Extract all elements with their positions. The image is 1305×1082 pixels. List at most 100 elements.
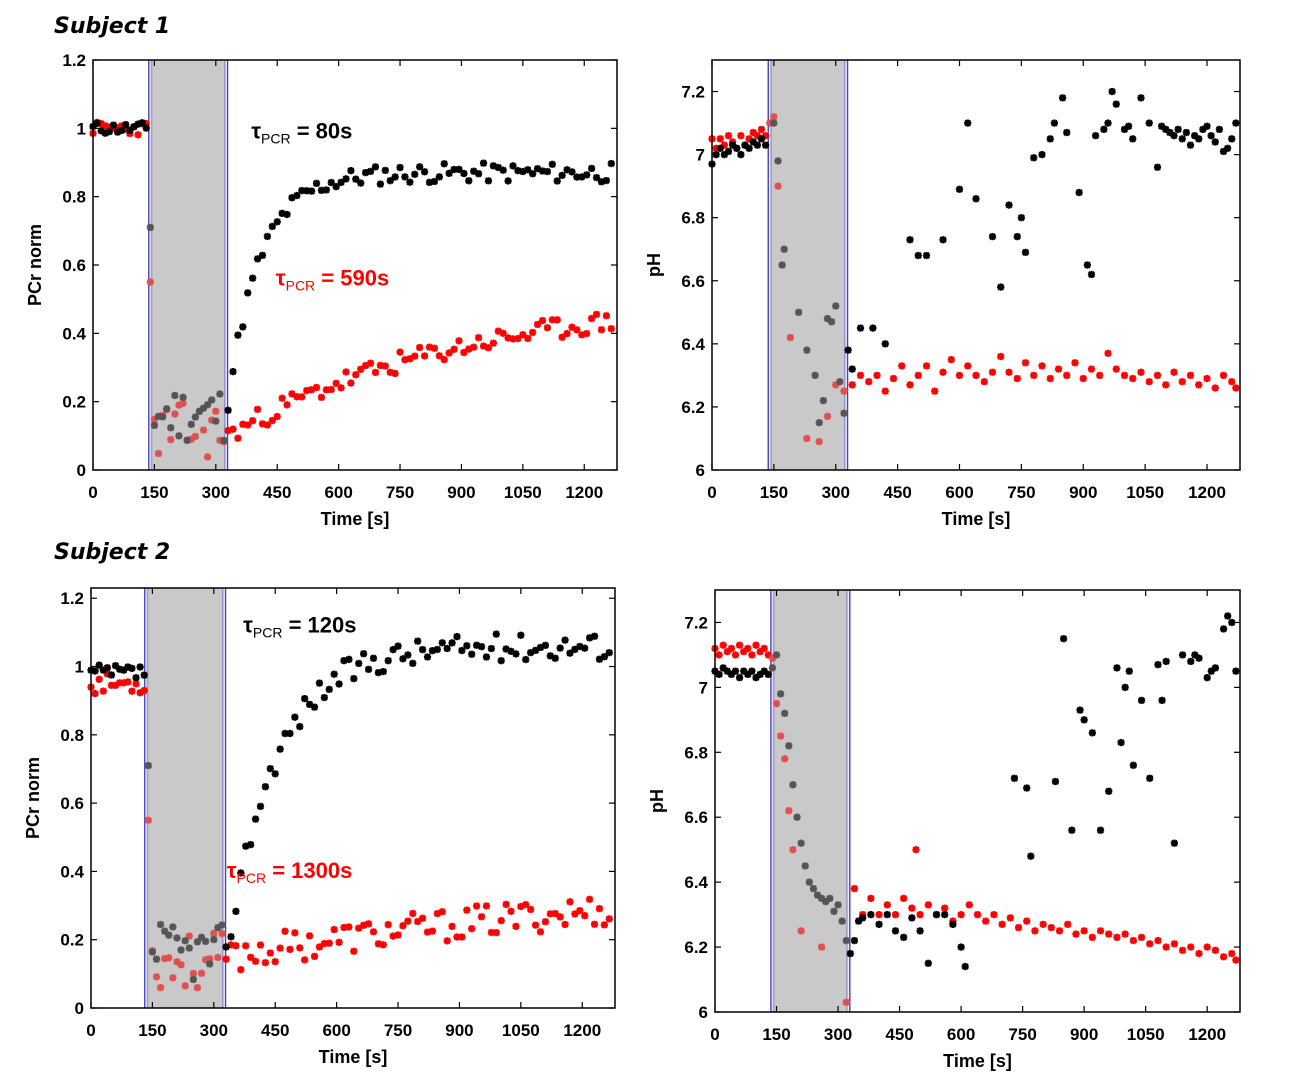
black-point	[762, 141, 770, 149]
y-tick-label: 0.4	[62, 324, 86, 343]
black-point	[171, 391, 179, 400]
black-point	[165, 931, 173, 939]
black-point	[202, 937, 210, 945]
black-point	[529, 170, 537, 178]
black-point	[161, 927, 169, 935]
black-point	[146, 223, 154, 232]
red-point	[509, 335, 517, 343]
red-point	[124, 678, 132, 686]
y-tick-label: 6.6	[681, 272, 705, 291]
black-point	[91, 667, 99, 675]
black-point	[563, 166, 571, 174]
red-point	[556, 913, 564, 921]
red-point	[1211, 946, 1219, 954]
black-point	[795, 308, 803, 316]
y-tick-label: 7	[699, 678, 708, 697]
black-point	[107, 671, 116, 679]
black-point	[1215, 125, 1223, 133]
black-point	[797, 839, 805, 847]
black-point	[138, 119, 146, 127]
red-point	[1113, 933, 1121, 941]
black-point	[332, 183, 340, 191]
red-point	[840, 387, 848, 395]
black-point	[774, 157, 782, 165]
red-point	[206, 955, 214, 963]
x-tick-label: 900	[447, 483, 475, 502]
red-point	[719, 641, 727, 649]
red-point	[731, 651, 740, 659]
red-point	[148, 947, 157, 955]
red-point	[740, 648, 748, 656]
x-tick-label: 900	[445, 1021, 473, 1040]
x-tick-label: 0	[88, 483, 97, 502]
red-point	[460, 348, 468, 357]
black-point	[813, 891, 822, 899]
black-point	[823, 315, 832, 323]
black-point	[531, 646, 540, 655]
y-tick-label: 6	[699, 1003, 708, 1022]
red-point	[708, 135, 716, 143]
y-tick-label: 6	[696, 461, 705, 480]
black-point	[185, 944, 193, 952]
black-point	[592, 174, 601, 182]
red-point	[748, 651, 756, 659]
red-point	[391, 369, 399, 378]
red-point	[881, 387, 889, 395]
red-point	[1031, 927, 1039, 935]
black-point	[854, 917, 863, 925]
black-point	[1232, 119, 1240, 127]
black-point	[536, 643, 545, 652]
black-point	[1162, 125, 1170, 133]
red-point	[394, 931, 402, 939]
red-point	[423, 928, 432, 936]
black-point	[576, 642, 584, 651]
red-point	[533, 320, 542, 329]
black-point	[448, 639, 456, 647]
black-point	[1195, 654, 1203, 662]
red-point	[592, 310, 601, 318]
black-point	[118, 126, 126, 135]
red-point	[97, 120, 105, 128]
x-tick-label: 0	[86, 1021, 95, 1040]
black-point	[848, 365, 856, 373]
red-point	[1154, 936, 1162, 945]
black-point	[163, 405, 171, 413]
red-point	[433, 909, 441, 918]
red-point	[142, 120, 150, 128]
red-point	[955, 371, 964, 379]
black-point	[939, 236, 947, 244]
red-point	[183, 436, 191, 444]
black-point	[1219, 147, 1228, 156]
x-axis-label: Time [s]	[319, 1047, 388, 1067]
black-point	[93, 119, 101, 127]
black-point	[1113, 664, 1121, 672]
red-point	[859, 911, 867, 919]
plot-frame	[714, 589, 1241, 1013]
black-point	[384, 657, 392, 665]
red-point	[932, 911, 941, 919]
red-point	[1064, 920, 1072, 928]
black-point	[729, 141, 737, 149]
black-point	[1120, 125, 1129, 133]
red-point	[455, 337, 463, 345]
red-point	[538, 316, 547, 325]
black-point	[113, 128, 122, 136]
black-point	[1088, 729, 1096, 737]
black-point	[479, 159, 488, 167]
black-point	[242, 842, 250, 850]
red-point	[712, 144, 720, 152]
black-point	[551, 654, 559, 662]
red-point	[389, 932, 397, 940]
red-point	[727, 644, 736, 653]
red-point	[998, 920, 1006, 928]
red-point	[276, 944, 284, 952]
black-point	[191, 413, 199, 421]
red-point	[507, 907, 515, 915]
red-point	[120, 679, 128, 687]
x-tick-label: 750	[1008, 1025, 1036, 1044]
red-point	[310, 952, 319, 960]
black-point	[533, 165, 542, 173]
black-point	[1191, 651, 1199, 659]
black-point	[130, 123, 138, 131]
red-point	[212, 407, 220, 415]
